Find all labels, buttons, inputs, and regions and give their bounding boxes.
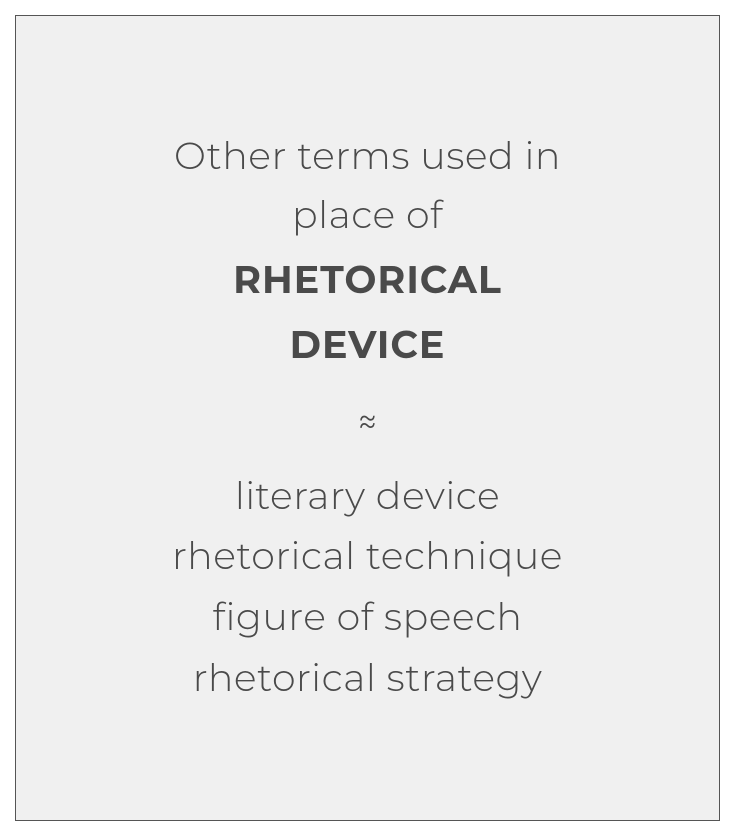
synonym-item: rhetorical technique [172,526,563,587]
intro-text-line1: Other terms used in [174,127,561,186]
approximately-equal-symbol: ≈ [358,403,376,442]
main-term-line1: RHETORICAL [233,251,502,310]
intro-text-line2: place of [292,186,443,245]
synonym-item: figure of speech [172,587,563,648]
synonym-item: literary device [172,466,563,527]
synonym-item: rhetorical strategy [172,648,563,709]
synonym-card: Other terms used in place of RHETORICAL … [15,15,720,821]
main-term-line2: DEVICE [290,316,446,375]
synonym-list: literary device rhetorical technique fig… [172,466,563,709]
